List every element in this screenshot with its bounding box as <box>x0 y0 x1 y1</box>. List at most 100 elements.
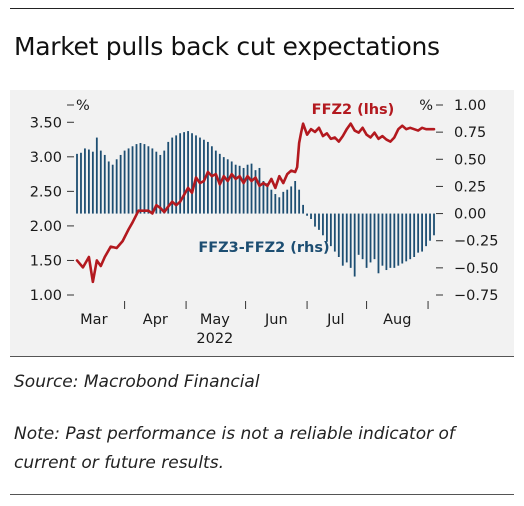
bar <box>230 161 233 214</box>
bar <box>282 191 285 214</box>
bar <box>290 186 293 214</box>
bar <box>274 194 277 214</box>
left-tick-label: 1.50 <box>30 253 62 269</box>
source-text: Source: Macrobond Financial <box>14 372 260 392</box>
bar <box>91 151 94 214</box>
left-tick-label: 3.50 <box>30 115 62 131</box>
bar <box>175 135 178 214</box>
bar <box>103 154 106 214</box>
bar <box>345 213 348 263</box>
bar <box>425 213 427 247</box>
bar <box>266 183 269 214</box>
right-tick-label: −0.50 <box>454 261 498 277</box>
bar <box>314 213 316 227</box>
bar <box>115 159 118 214</box>
bar <box>318 213 320 230</box>
right-tick-label: 0.25 <box>454 179 486 195</box>
bar <box>95 137 98 214</box>
bar <box>242 167 245 214</box>
bar <box>191 133 193 214</box>
x-tick-label: Aug <box>383 312 411 328</box>
bar <box>254 170 257 214</box>
bar <box>111 164 114 214</box>
bar <box>294 181 297 214</box>
bar <box>167 141 170 214</box>
x-tick-label: May <box>200 312 230 328</box>
bar <box>151 148 154 214</box>
x-tick-label: Apr <box>143 312 168 328</box>
bar <box>139 143 142 214</box>
bar <box>80 152 82 214</box>
right-tick-label: −0.25 <box>454 234 498 250</box>
bar <box>234 164 237 214</box>
right-tick-label: 0.50 <box>454 152 486 168</box>
bar <box>393 213 396 268</box>
right-tick-label: 0.00 <box>454 207 486 223</box>
bar <box>163 150 166 214</box>
left-axis-unit: % <box>76 98 90 114</box>
bar <box>353 213 356 277</box>
bars-layer <box>76 131 435 277</box>
bar <box>365 213 368 268</box>
right-tick-label: 0.75 <box>454 125 486 141</box>
line-layer <box>75 122 436 284</box>
bar <box>183 132 185 214</box>
bar <box>131 146 134 214</box>
bar <box>306 213 308 216</box>
annotation-ffz3-ffz2: FFZ3-FFZ2 (rhs) <box>198 240 329 256</box>
bar <box>377 213 380 274</box>
bar <box>429 213 431 241</box>
bar <box>262 181 265 214</box>
bar <box>210 146 213 214</box>
bar <box>107 161 110 214</box>
bar <box>155 151 158 214</box>
bar <box>123 150 126 214</box>
labels-layer: 1.00 1.50 2.00 2.50 3.00 3.50% 1.00 0.75 0.50 0.2… <box>30 98 499 347</box>
x-tick-label: Mar <box>80 312 107 328</box>
bar <box>214 150 217 214</box>
bar <box>337 213 340 257</box>
bar <box>135 144 138 214</box>
bar <box>84 148 86 214</box>
bar <box>397 213 400 266</box>
x-tick-label: Jun <box>264 312 288 328</box>
bar <box>310 213 312 219</box>
bar <box>389 213 392 268</box>
bar <box>349 213 352 268</box>
chart-panel: 1.00 1.50 2.00 2.50 3.00 3.50% 1.00 0.75 0.50 0.2… <box>10 90 514 356</box>
bar <box>187 131 189 214</box>
bar <box>246 164 249 214</box>
line-series-ffz2 <box>75 122 436 284</box>
bar <box>159 154 162 214</box>
right-axis-unit: % <box>419 98 433 114</box>
bar <box>238 165 241 214</box>
axes-layer <box>67 104 443 309</box>
bar <box>127 148 130 214</box>
annotation-ffz2: FFZ2 (lhs) <box>312 102 395 118</box>
bar <box>119 154 122 214</box>
bar <box>203 139 205 214</box>
bar <box>258 167 261 214</box>
bar <box>329 213 332 247</box>
divider <box>10 356 514 357</box>
bar <box>322 213 324 236</box>
right-tick-label: 1.00 <box>454 98 486 114</box>
left-tick-label: 2.50 <box>30 184 62 200</box>
bar <box>421 213 423 252</box>
bar <box>286 189 289 214</box>
bar <box>413 213 416 257</box>
bar <box>88 149 90 214</box>
bar <box>385 213 388 271</box>
bar <box>341 213 344 266</box>
bar <box>357 213 360 255</box>
top-rule <box>10 8 514 9</box>
chart-title: Market pulls back cut expectations <box>14 32 440 61</box>
bar <box>409 213 412 260</box>
bar <box>361 213 364 260</box>
bar <box>207 141 209 214</box>
bar <box>302 204 304 214</box>
bar <box>143 144 146 214</box>
bar <box>76 153 78 214</box>
bar <box>171 137 174 214</box>
bar <box>333 213 336 252</box>
